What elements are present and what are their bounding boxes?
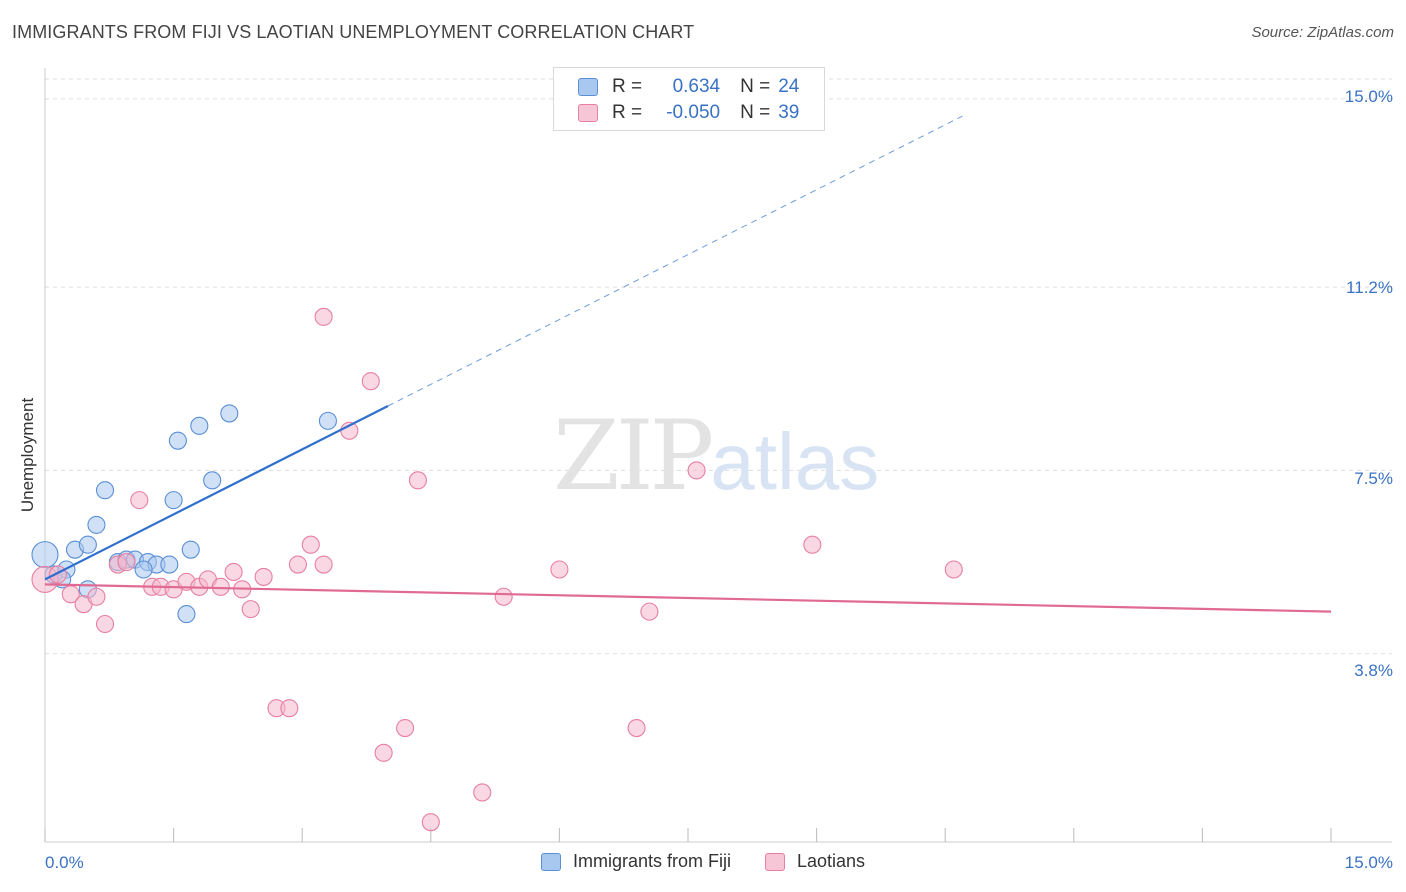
laotian-point (130, 491, 149, 510)
fiji-trend-extension (387, 115, 963, 407)
fiji-point (203, 471, 222, 490)
stats-legend: R = 0.634 N = 24 R = -0.050 N = 39 (553, 67, 825, 131)
legend-item-laotians: Laotians (764, 851, 866, 872)
legend-swatch-fiji (578, 78, 598, 96)
fiji-point (95, 481, 115, 500)
legend-swatch-laotians (578, 104, 598, 122)
laotian-point (314, 555, 333, 574)
laotian-point (408, 471, 427, 490)
legend-r-value: -0.050 (666, 102, 721, 123)
watermark-zip: ZIP (553, 400, 714, 512)
fiji-point (168, 431, 187, 450)
laotian-point (687, 461, 706, 480)
laotian-point (95, 614, 115, 634)
fiji-point (87, 515, 106, 534)
legend-n-value: 39 (778, 102, 800, 123)
laotian-point (640, 602, 659, 621)
laotian-point (301, 535, 320, 554)
laotian-point (550, 560, 569, 579)
y-tick-label: 7.5% (1354, 469, 1393, 488)
laotian-point (280, 699, 299, 718)
y-axis-label: Unemployment (18, 397, 37, 513)
legend-row-laotians: R = -0.050 N = 39 (578, 101, 799, 125)
fiji-point (181, 540, 200, 559)
legend-n-value: 24 (778, 76, 800, 97)
x-tick-label: 15.0% (1344, 853, 1393, 872)
laotian-point (803, 535, 822, 554)
fiji-point (177, 605, 196, 624)
laotian-point (211, 577, 230, 596)
laotian-point (48, 565, 67, 584)
fiji-point (160, 555, 179, 574)
fiji-point (31, 541, 59, 569)
laotian-point (254, 567, 273, 586)
laotian-point (374, 743, 393, 762)
fiji-point (220, 404, 239, 423)
legend-label-laotians: Laotians (796, 851, 866, 871)
laotian-point (473, 783, 492, 802)
x-tick-label: 0.0% (45, 853, 84, 872)
legend-row-fiji: R = 0.634 N = 24 (578, 75, 799, 99)
laotian-point (627, 718, 646, 738)
y-tick-label: 11.2% (1346, 278, 1393, 297)
laotian-point (224, 562, 243, 582)
legend-swatch-laotians (764, 852, 785, 871)
legend-label-fiji: Immigrants from Fiji (572, 851, 731, 871)
laotian-point (494, 587, 513, 606)
fiji-point (134, 560, 153, 579)
series-legend: Immigrants from Fiji Laotians (0, 851, 1406, 872)
y-tick-label: 15.0% (1344, 87, 1393, 106)
watermark-atlas: atlas (710, 417, 880, 506)
laotian-trend-line (44, 583, 1332, 613)
legend-n-label: N = (740, 102, 771, 123)
y-tick-label: 3.8% (1354, 661, 1393, 680)
legend-r-label: R = (612, 76, 643, 97)
laotian-point (117, 553, 136, 572)
fiji-point (78, 535, 97, 554)
laotian-point (396, 718, 415, 738)
laotian-point (944, 560, 963, 579)
legend-r-label: R = (612, 102, 643, 123)
legend-r-value: 0.634 (672, 76, 721, 97)
laotian-point (288, 555, 307, 574)
fiji-point (164, 491, 183, 510)
source-credit: Source: ZipAtlas.com (1251, 24, 1394, 41)
legend-swatch-fiji (540, 852, 561, 871)
laotian-point (87, 587, 106, 606)
legend-n-label: N = (740, 76, 771, 97)
fiji-point (190, 416, 209, 435)
fiji-trend-line (44, 405, 389, 581)
laotian-point (241, 600, 260, 619)
laotian-point (314, 307, 333, 326)
watermark-logo: ZIPatlas (553, 400, 879, 512)
laotian-point (421, 813, 440, 832)
fiji-point (318, 411, 337, 430)
laotian-point (361, 372, 380, 391)
legend-item-fiji: Immigrants from Fiji (540, 851, 731, 872)
chart-title: IMMIGRANTS FROM FIJI VS LAOTIAN UNEMPLOY… (12, 22, 695, 42)
